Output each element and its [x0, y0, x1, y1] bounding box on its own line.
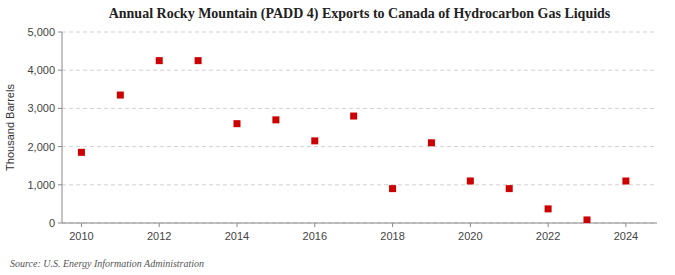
- point: [584, 216, 591, 223]
- point: [195, 57, 202, 64]
- x-tick: [548, 223, 549, 227]
- x-tick: [159, 223, 160, 227]
- point: [428, 139, 435, 146]
- y-tick: [58, 223, 62, 224]
- x-tick-label: 2010: [69, 230, 93, 242]
- grid-line: [62, 146, 657, 147]
- point: [389, 185, 396, 192]
- point: [350, 113, 357, 120]
- grid-line: [62, 32, 657, 33]
- y-axis-line: [62, 32, 63, 223]
- x-axis-line: [62, 223, 657, 224]
- y-tick-label: 5,000: [27, 26, 55, 38]
- x-tick-label: 2024: [614, 230, 638, 242]
- point: [545, 205, 552, 212]
- y-tick-label: 3,000: [27, 102, 55, 114]
- points: [78, 57, 629, 223]
- grid-line: [62, 108, 657, 109]
- x-tick-label: 2022: [536, 230, 560, 242]
- y-tick-label: 0: [49, 217, 55, 229]
- x-tick: [625, 223, 626, 227]
- y-tick: [58, 70, 62, 71]
- x-tick: [470, 223, 471, 227]
- point: [156, 57, 163, 64]
- point: [311, 137, 318, 144]
- y-tick-label: 2,000: [27, 141, 55, 153]
- point: [234, 120, 241, 127]
- x-tick-label: 2018: [380, 230, 404, 242]
- x-tick-label: 2014: [225, 230, 249, 242]
- x-tick-label: 2016: [303, 230, 327, 242]
- axes: 0 1,000 2,000 3,000 4,000 5,000 2010 2012 2014 20…: [27, 26, 657, 242]
- source: Source: U.S. Energy Information Administ…: [10, 258, 204, 269]
- point: [467, 177, 474, 184]
- y-tick: [58, 108, 62, 109]
- point: [117, 92, 124, 99]
- x-tick: [237, 223, 238, 227]
- y-axis-label: Thousand Barrels: [4, 84, 16, 171]
- x-tick: [392, 223, 393, 227]
- y-tick-label: 1,000: [27, 179, 55, 191]
- chart: Annual Rocky Mountain (PADD 4) Exports t…: [0, 0, 675, 275]
- y-tick: [58, 184, 62, 185]
- x-tick: [81, 223, 82, 227]
- point: [272, 116, 279, 123]
- grid-line: [62, 223, 657, 224]
- x-tick-label: 2012: [147, 230, 171, 242]
- y-tick: [58, 146, 62, 147]
- point: [622, 177, 629, 184]
- x-tick: [314, 223, 315, 227]
- y-tick-label: 4,000: [27, 64, 55, 76]
- point: [506, 185, 513, 192]
- grid-line: [62, 70, 657, 71]
- title: Annual Rocky Mountain (PADD 4) Exports t…: [109, 6, 611, 22]
- point: [78, 149, 85, 156]
- x-tick-label: 2020: [458, 230, 482, 242]
- y-tick: [58, 32, 62, 33]
- grid: [62, 32, 657, 223]
- grid-line: [62, 184, 657, 185]
